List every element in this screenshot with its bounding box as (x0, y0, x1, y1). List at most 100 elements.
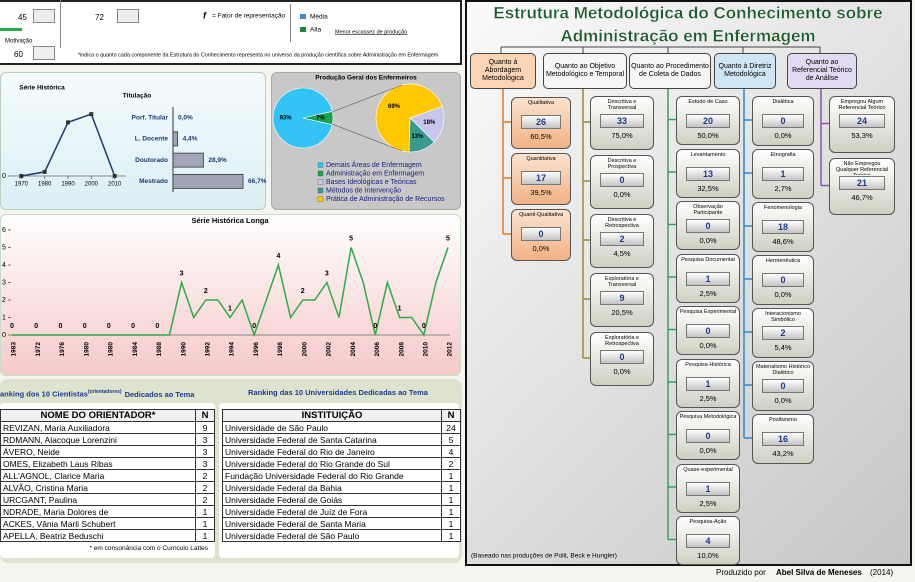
name-cell: Universidade Federal do Rio Grande do Su… (222, 457, 442, 470)
legend-swatch (317, 196, 324, 202)
table-row: Universidade Federal de Santa Catarina 5 (222, 433, 461, 446)
legend-label: Bases Ideológicas e Teóricas (326, 179, 417, 186)
data-label: 0 (373, 323, 377, 330)
method-label: Pesquisa Histórica (685, 361, 731, 368)
footnote: *indica o quanto cada componente da Estr… (78, 52, 439, 58)
table-row: Universidade Federal de Juíz de Fora 1 (222, 505, 461, 518)
x-tick-label: 2010 (422, 342, 429, 357)
slice-label: 13% (411, 134, 424, 140)
x-tick-label: 2000 (85, 182, 99, 188)
count-cell: 2 (195, 493, 215, 506)
credit-prefix: Produzido por (716, 568, 766, 577)
table-row: OMES, Elizabeth Laus Ribas 3 (0, 457, 215, 470)
data-label: 0 (252, 323, 256, 330)
legend-swatch (317, 187, 324, 194)
method-box: Levantamento 13 32,5% (676, 148, 740, 198)
value-label: 28,9% (208, 157, 227, 164)
table-row: REVIZAN, Maria Auxiliadora 9 (0, 421, 215, 434)
count-cell: 9 (195, 421, 215, 434)
method-label: Interacionismo Simbólico (765, 311, 801, 323)
pie-slice (375, 83, 443, 153)
method-box: Pesquisa Documental 1 2,5% (676, 253, 740, 303)
method-count: 0 (686, 429, 730, 443)
chart-title: Série Histórica Longa (191, 216, 269, 225)
name-cell: Universidade de São Paulo (222, 421, 442, 434)
method-percent: 32,5% (697, 183, 719, 193)
name-cell: ALVÃO, Cristina Maria (0, 481, 196, 494)
y-tick-label: 6 (2, 227, 6, 234)
counter: 45 (18, 13, 27, 22)
legend-swatch (300, 14, 306, 19)
source-note: (Baseado nas produções de Polit, Beck e … (471, 553, 617, 560)
column-header: N (441, 409, 461, 422)
method-count: 2 (600, 232, 644, 246)
name-cell: Universidade Federal de São Paulo (222, 529, 442, 542)
name-cell: ÁVERO, Neide (0, 445, 196, 458)
legend-label: Administração em Enfermagem (326, 170, 424, 177)
table-title: Ranking das 10 Universidades Dedicadas a… (248, 388, 428, 397)
counter: 72 (95, 13, 104, 22)
count-cell: 1 (441, 469, 461, 482)
spinner[interactable] (33, 9, 55, 23)
method-count: 33 (600, 114, 644, 128)
factor-symbol: f (203, 10, 207, 20)
legend-swatch (317, 162, 324, 168)
series-line (12, 247, 449, 338)
method-percent: 20,5% (611, 308, 633, 317)
method-label: Descritiva e Retrospectiva (605, 217, 639, 229)
legend-swatch (317, 179, 324, 185)
header-row: INSTITUIÇÃO N (222, 409, 461, 422)
value-label: 66,7% (248, 178, 267, 185)
method-percent: 53,3% (851, 131, 873, 140)
table-row: RDMANN, Alacoque Lorenzini 3 (0, 433, 215, 446)
level-bar (0, 28, 22, 31)
method-box: Descritiva e Retrospectiva 2 4,5% (590, 214, 654, 268)
method-percent: 0,0% (613, 190, 631, 199)
method-box: Pesquisa Histórica 1 2,5% (676, 358, 740, 408)
motivation-value: 60 (14, 50, 23, 59)
method-percent: 0,0% (613, 367, 631, 376)
table-row: ÁVERO, Neide 3 (0, 445, 215, 458)
table-row: Universidade Federal de Santa Maria 1 (222, 517, 461, 530)
pie-connector (331, 123, 403, 152)
count-cell: 1 (195, 505, 215, 518)
method-percent: 2,5% (699, 498, 717, 508)
column-header: INSTITUIÇÃO (222, 409, 442, 422)
method-count: 0 (600, 173, 644, 187)
method-percent: 43,2% (772, 449, 794, 458)
name-cell: Universidade Federal de Santa Catarina (222, 433, 442, 446)
count-cell: 4 (441, 445, 461, 458)
name-cell: Fundação Universidade Federal do Rio Gra… (222, 469, 442, 482)
spinner[interactable] (117, 9, 139, 23)
method-percent: 0,0% (699, 236, 717, 245)
data-label: 4 (276, 253, 280, 260)
method-box: Hermenêutica 0 0,0% (752, 255, 814, 305)
title-text: Dedicados ao Tema (124, 389, 195, 399)
spinner[interactable] (33, 46, 55, 60)
name-cell: URCGANT, Paulina (0, 493, 196, 506)
method-percent: 10,0% (697, 551, 719, 560)
method-count: 1 (686, 376, 730, 391)
table-row: ALL'AGNOL, Clarice Maria 2 (0, 469, 215, 482)
x-tick-label: 2002 (326, 342, 333, 357)
y-tick-label: 5 (2, 244, 6, 251)
name-cell: Universidade Federal de Santa Maria (222, 517, 442, 530)
data-label: 0 (34, 323, 38, 330)
method-box: Descritiva e Transversal 33 75,0% (590, 96, 654, 150)
method-percent: 2,5% (699, 288, 717, 298)
x-tick-label: 2004 (350, 342, 357, 357)
table-title: anking dos 10 Cientistas(orientadores) De… (0, 389, 215, 399)
column-header: Quanto ao Referencial Teórico de Análise (787, 53, 857, 89)
data-label: 0 (10, 323, 14, 330)
point (42, 169, 47, 174)
y-tick-label: 0 (2, 173, 6, 180)
name-cell: APELLA, Beatriz Beduschi (0, 529, 196, 542)
method-count: 21 (839, 176, 885, 190)
method-count: 0 (762, 379, 804, 393)
category-label: L. Docente (135, 136, 169, 143)
count-cell: 1 (441, 529, 461, 542)
name-cell: NDRADE, Maria Dolores de (0, 505, 196, 518)
x-tick-label: 1980 (83, 342, 90, 357)
data-label: 1 (398, 305, 402, 312)
